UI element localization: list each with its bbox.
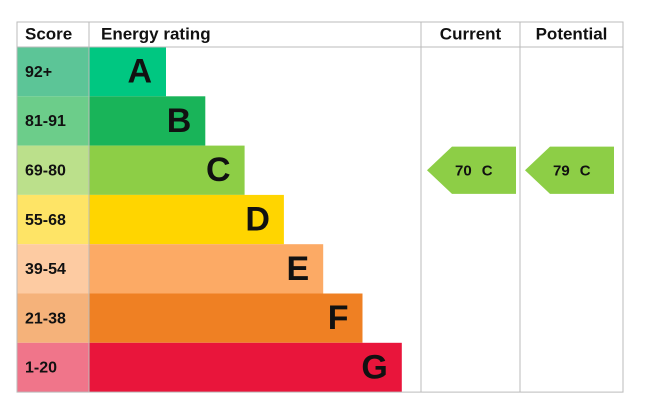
table-border bbox=[16, 21, 624, 393]
header-potential: Potential bbox=[536, 24, 608, 43]
rating-bar bbox=[89, 342, 402, 393]
potential-band: C bbox=[580, 162, 591, 179]
rating-bar bbox=[89, 145, 245, 195]
rating-letter: C bbox=[206, 151, 231, 189]
score-cell bbox=[17, 47, 89, 97]
score-cell bbox=[17, 342, 89, 393]
score-label: 21-38 bbox=[25, 310, 66, 327]
rating-bar bbox=[89, 293, 363, 343]
header-rating: Energy rating bbox=[101, 24, 211, 43]
rating-bar bbox=[89, 194, 284, 245]
rating-bar bbox=[89, 96, 206, 146]
score-cell bbox=[17, 145, 89, 195]
score-cell bbox=[17, 244, 89, 294]
header-score: Score bbox=[25, 24, 72, 43]
rating-letter: B bbox=[167, 102, 192, 140]
current-score: 70 bbox=[455, 162, 472, 179]
current-label: 70 C bbox=[455, 162, 493, 179]
score-label: 81-91 bbox=[25, 113, 66, 130]
potential-arrow bbox=[525, 146, 614, 194]
rating-bar bbox=[89, 47, 166, 97]
rating-letter: G bbox=[361, 348, 387, 386]
current-band: C bbox=[482, 162, 493, 179]
rating-letter: D bbox=[245, 201, 270, 239]
header-current: Current bbox=[440, 24, 502, 43]
score-cell bbox=[17, 194, 89, 245]
rating-letter: E bbox=[287, 250, 310, 288]
rating-letter: F bbox=[328, 299, 349, 337]
score-cell bbox=[17, 96, 89, 146]
current-arrow bbox=[427, 146, 516, 194]
score-cell bbox=[17, 293, 89, 343]
score-label: 69-80 bbox=[25, 162, 66, 179]
potential-label: 79 C bbox=[553, 162, 591, 179]
score-label: 1-20 bbox=[25, 360, 57, 377]
score-label: 92+ bbox=[25, 64, 52, 81]
score-label: 39-54 bbox=[25, 261, 66, 278]
rating-bar bbox=[89, 244, 324, 294]
score-label: 55-68 bbox=[25, 212, 66, 229]
rating-letter: A bbox=[127, 53, 152, 91]
potential-score: 79 bbox=[553, 162, 570, 179]
